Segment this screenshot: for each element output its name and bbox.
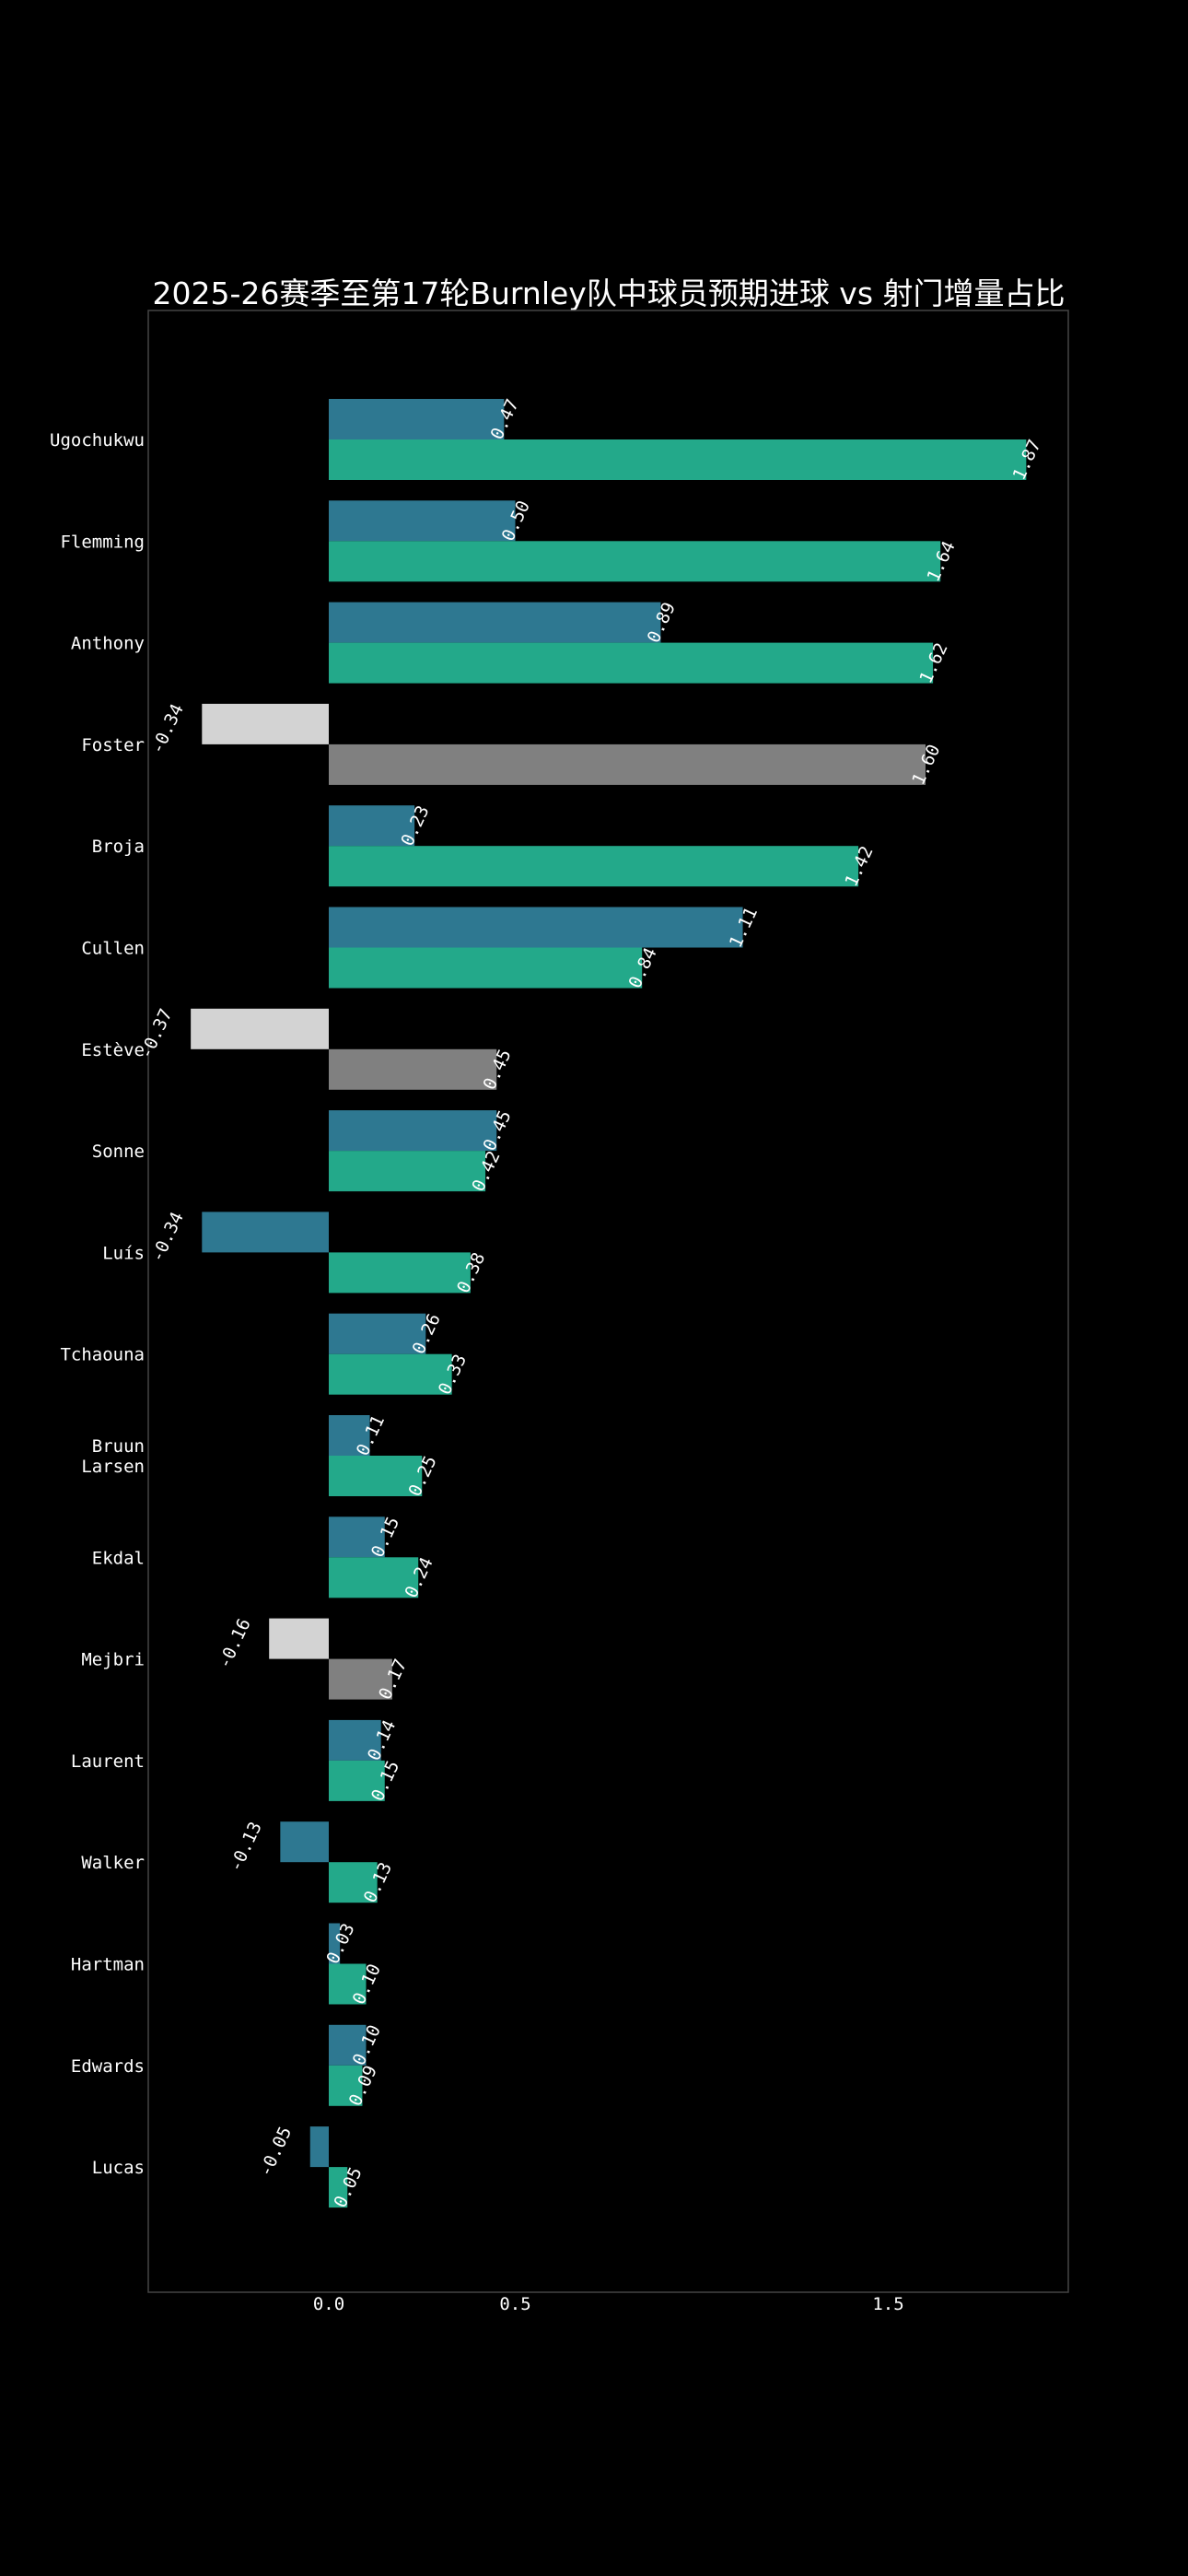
category-label-broja: Broja — [92, 837, 145, 857]
x-tick-label: 0.0 — [313, 2294, 344, 2314]
bar-sonne-series-1 — [329, 1110, 497, 1152]
bar-flemming-series-2 — [329, 541, 941, 582]
category-label-ugochukwu: Ugochukwu — [50, 430, 145, 451]
category-label-sonne: Sonne — [92, 1142, 145, 1162]
bar-flemming-series-1 — [329, 500, 516, 542]
bar-hartman-series-1 — [329, 1923, 341, 1964]
bar-walker-series-1 — [280, 1821, 329, 1863]
bar-lu-s-series-1 — [202, 1212, 329, 1253]
bar-sonne-series-2 — [329, 1151, 486, 1192]
bar-ekdal-series-1 — [329, 1516, 385, 1558]
bar-edwards-series-1 — [329, 2024, 367, 2066]
category-label-walker: Walker — [81, 1853, 145, 1873]
bar-lucas-series-1 — [309, 2126, 329, 2168]
bar-ekdal-series-2 — [329, 1557, 419, 1598]
bar-bruun-larsen-series-2 — [329, 1456, 423, 1496]
bar-cullen-series-2 — [329, 947, 643, 989]
category-label-ekdal: Ekdal — [92, 1548, 145, 1568]
x-tick-label: 1.5 — [872, 2294, 903, 2314]
bar-laurent-series-2 — [329, 1760, 385, 1801]
bar-bruun-larsen-series-1 — [329, 1415, 370, 1456]
bar-foster-series-2 — [329, 744, 926, 785]
bar-est-ve-series-2 — [329, 1048, 497, 1090]
bar-anthony-series-1 — [329, 602, 661, 643]
plot-frame — [147, 310, 1069, 2293]
category-label-mejbri: Mejbri — [81, 1650, 145, 1670]
bar-anthony-series-2 — [329, 642, 934, 684]
bar-tchaouna-series-2 — [329, 1353, 452, 1395]
bar-broja-series-1 — [329, 805, 415, 847]
category-label-lu-s: Luís — [102, 1243, 145, 1263]
bar-lucas-series-2 — [329, 2167, 348, 2208]
bar-tchaouna-series-1 — [329, 1313, 426, 1354]
bar-mejbri-series-2 — [329, 1658, 392, 1700]
category-labels-layer: Ugochukwu Flemming Anthony Foster Broja Culle… — [50, 430, 145, 2178]
chart-title: 2025-26赛季至第17轮Burnley队中球员预期进球 vs 射门增量占比 — [152, 275, 1065, 311]
bar-cullen-series-1 — [329, 907, 743, 948]
category-label-lucas: Lucas — [92, 2158, 145, 2178]
bar-ugochukwu-series-1 — [329, 399, 505, 439]
bar-est-ve-series-1 — [191, 1008, 329, 1049]
category-label-edwards: Edwards — [71, 2056, 145, 2077]
bar-lu-s-series-2 — [329, 1252, 471, 1294]
bar-hartman-series-2 — [329, 1963, 367, 2005]
category-label-anthony: Anthony — [71, 634, 145, 654]
category-label-bruun-larsen: Bruun — [92, 1436, 145, 1457]
category-label-hartman: Hartman — [71, 1955, 145, 1975]
category-label-cullen: Cullen — [81, 939, 145, 959]
category-label-tchaouna: Tchaouna — [60, 1345, 145, 1365]
bar-broja-series-2 — [329, 846, 859, 887]
bar-mejbri-series-1 — [269, 1618, 329, 1659]
category-label-bruun-larsen: Larsen — [81, 1457, 145, 1477]
bar-foster-series-1 — [202, 703, 329, 744]
bar-edwards-series-2 — [329, 2065, 363, 2106]
x-tick-label: 0.5 — [499, 2294, 530, 2314]
bars-layer — [191, 399, 1027, 2208]
category-label-est-ve: Estève — [81, 1040, 145, 1060]
category-label-flemming: Flemming — [60, 532, 145, 552]
bar-walker-series-2 — [329, 1862, 378, 1903]
x-axis-ticks-layer: 0.0 0.5 1.5 — [313, 2294, 904, 2314]
bar-laurent-series-1 — [329, 1719, 381, 1761]
category-label-foster: Foster — [81, 735, 145, 755]
bar-ugochukwu-series-2 — [329, 439, 1027, 480]
category-label-laurent: Laurent — [71, 1751, 145, 1772]
